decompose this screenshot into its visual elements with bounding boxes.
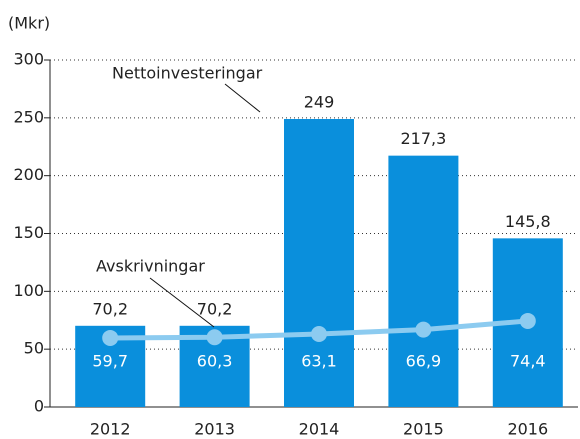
bar-value-label: 249 — [304, 92, 335, 111]
y-tick-label: 300 — [13, 50, 44, 69]
line-value-label: 60,3 — [197, 352, 233, 371]
bar-value-label: 70,2 — [197, 299, 233, 318]
y-tick-label: 50 — [24, 339, 44, 358]
leader-line — [224, 83, 261, 113]
x-tick-label: 2012 — [90, 420, 131, 439]
x-tick-label: 2013 — [194, 420, 235, 439]
line-point — [519, 312, 536, 329]
bar-value-label: 70,2 — [92, 299, 128, 318]
y-tick-label: 250 — [13, 107, 44, 126]
line-value-label: 63,1 — [301, 352, 337, 371]
leader-line — [149, 277, 215, 328]
x-tick-label: 2015 — [403, 420, 444, 439]
bar-value-label: 217,3 — [400, 129, 446, 148]
series-annotation: Nettoinvesteringar — [112, 64, 263, 83]
y-axis-label: (Mkr) — [8, 14, 50, 33]
line-value-label: 74,4 — [510, 352, 546, 371]
y-tick-label: 100 — [13, 281, 44, 300]
y-tick-label: 200 — [13, 165, 44, 184]
x-tick-label: 2014 — [299, 420, 340, 439]
bar — [388, 155, 459, 407]
line-point — [102, 329, 119, 346]
y-tick-label: 150 — [13, 223, 44, 242]
line-value-label: 66,9 — [406, 352, 442, 371]
bar-value-label: 145,8 — [505, 212, 551, 231]
y-tick-label: 0 — [34, 397, 44, 416]
line-point — [206, 329, 223, 346]
line-value-label: 59,7 — [92, 352, 128, 371]
bar — [284, 118, 354, 408]
series-annotation: Avskrivningar — [96, 257, 205, 276]
line-point — [415, 321, 432, 338]
line-point — [311, 326, 327, 343]
x-tick-label: 2016 — [507, 420, 548, 439]
